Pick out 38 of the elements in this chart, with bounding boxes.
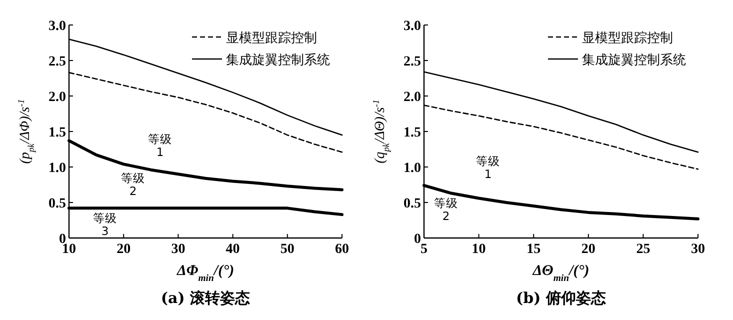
annotation: 等级 1 bbox=[148, 132, 172, 159]
legend-label: 显模型跟踪控制 bbox=[226, 31, 317, 46]
y-tick-label: 2.0 bbox=[48, 90, 66, 105]
x-tick-label: 30 bbox=[171, 242, 186, 257]
x-tick-label: 60 bbox=[335, 242, 349, 257]
y-tick-label: 1.0 bbox=[404, 161, 421, 176]
x-tick-label: 25 bbox=[636, 242, 650, 257]
y-tick-label: 0 bbox=[414, 232, 421, 247]
y-tick-label: 1.5 bbox=[48, 126, 66, 140]
x-tick-label: 10 bbox=[472, 242, 486, 257]
legend-label: 显模型跟踪控制 bbox=[582, 31, 673, 46]
x-tick-label: 5 bbox=[420, 242, 428, 257]
x-tick-label: 20 bbox=[116, 242, 131, 257]
annotation: 等级 2 bbox=[434, 196, 458, 223]
x-tick-label: 50 bbox=[280, 242, 294, 257]
y-tick-label: 2.5 bbox=[404, 54, 421, 70]
y-tick-label: 3.0 bbox=[404, 19, 421, 34]
legend-label: 集成旋翼控制系统 bbox=[226, 53, 330, 68]
annotation: 等级 2 bbox=[121, 171, 145, 198]
x-tick-label: 10 bbox=[62, 242, 76, 257]
y-tick-label: 0.5 bbox=[404, 196, 421, 212]
y-tick-label: 0.5 bbox=[48, 196, 66, 212]
x-tick-label: 40 bbox=[226, 242, 240, 257]
y-tick-label: 1.5 bbox=[404, 126, 421, 140]
legend-label: 集成旋翼控制系统 bbox=[582, 53, 686, 68]
x-tick-label: 20 bbox=[581, 242, 596, 257]
x-tick-label: 15 bbox=[526, 242, 541, 257]
y-tick-label: 1.0 bbox=[48, 161, 66, 176]
x-tick-label: 30 bbox=[691, 242, 705, 257]
y-tick-label: 2.0 bbox=[404, 90, 421, 105]
x-axis-title: ΔΘ$_{min}$/(°) bbox=[532, 263, 590, 284]
text: (a) 滚转姿态 bbox=[160, 289, 250, 307]
y-tick-label: 2.5 bbox=[48, 54, 66, 70]
text: (b) 俯仰姿态 bbox=[516, 289, 606, 307]
x-axis-title: ΔΦ$_{min}$/(°) bbox=[176, 263, 234, 284]
annotation: 等级 3 bbox=[93, 211, 117, 238]
y-tick-label: 3.0 bbox=[48, 19, 66, 34]
annotation: 等级 1 bbox=[476, 154, 500, 181]
